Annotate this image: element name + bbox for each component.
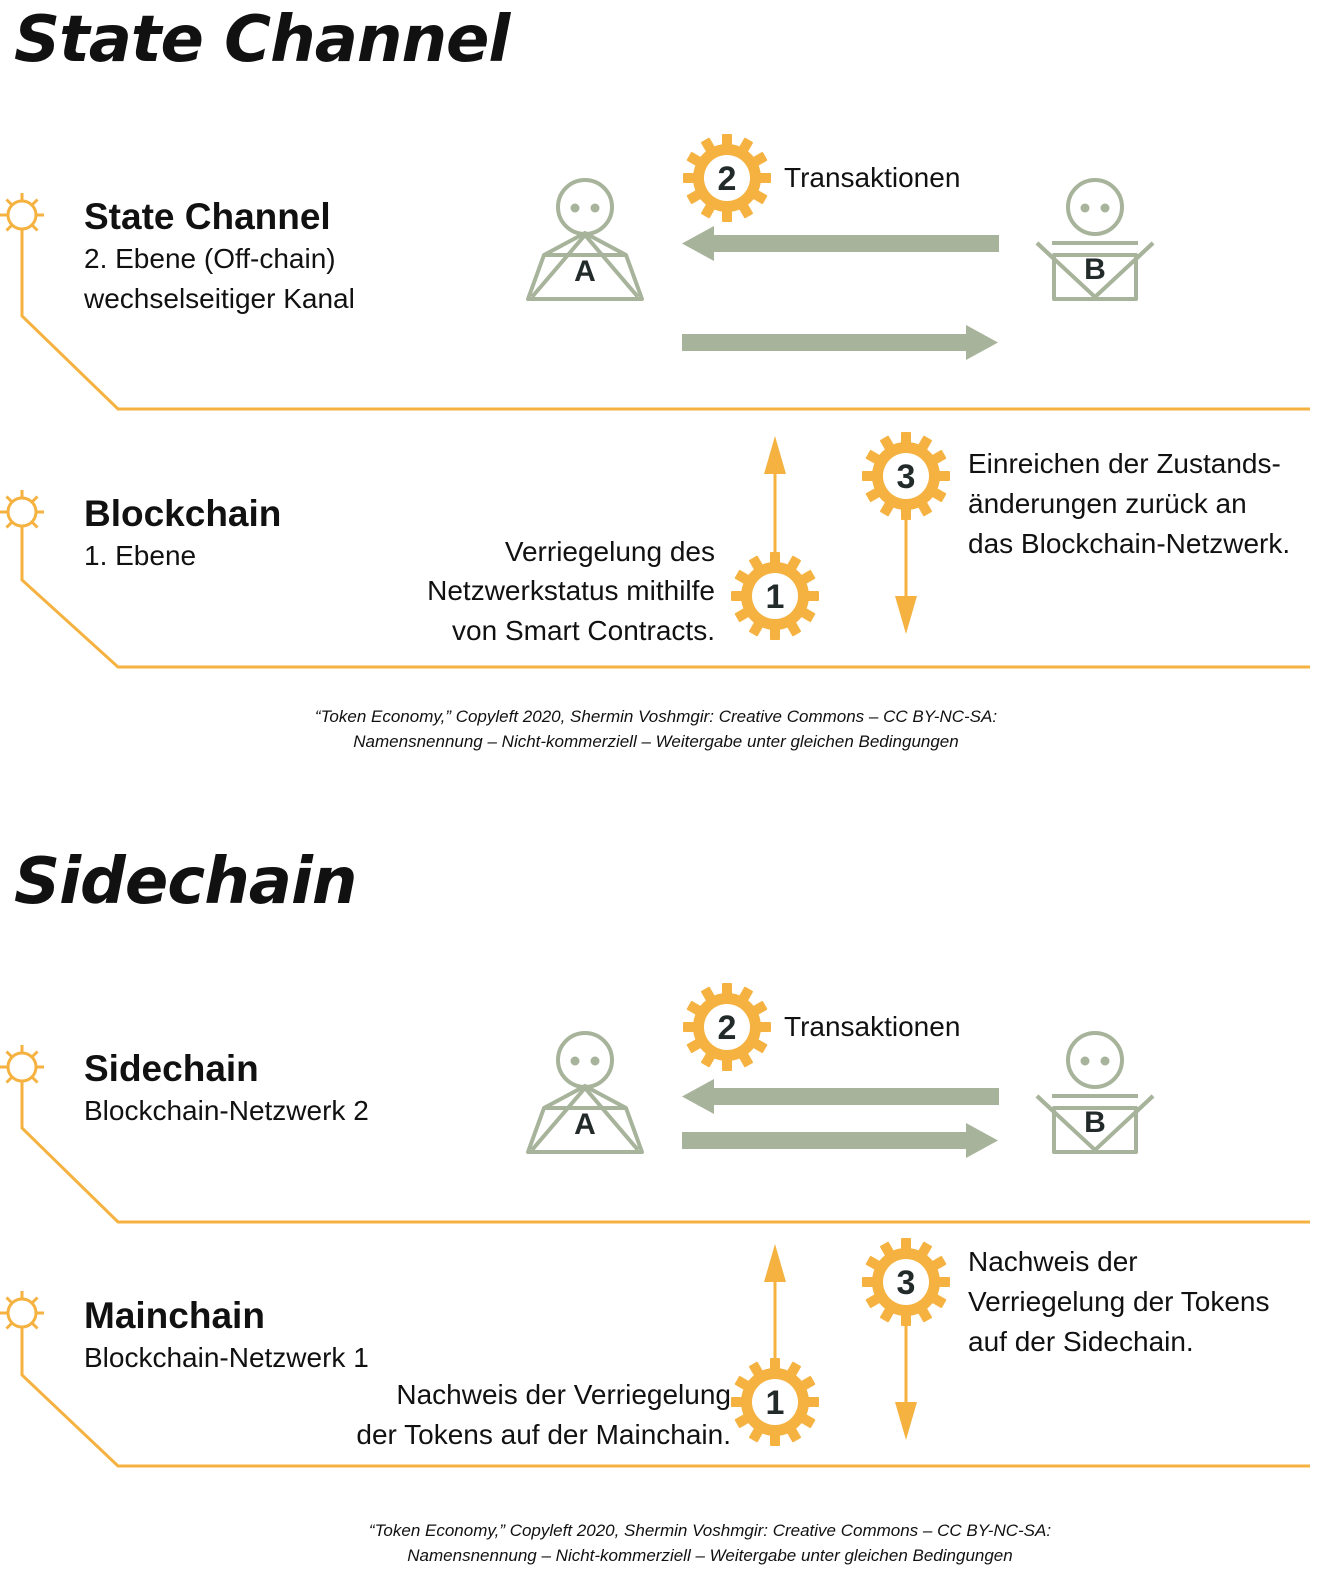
state-channel-step1-line1: Verriegelung des	[504, 536, 715, 567]
state-channel-step3-line3: das Blockchain-Netzwerk.	[968, 528, 1291, 559]
state-channel-upper-line2: wechselseitiger Kanal	[84, 283, 355, 314]
sidechain-step2-label: Transaktionen	[784, 1011, 961, 1042]
sidechain-step3-line1: Nachweis der	[968, 1246, 1138, 1277]
state-channel-arrow-right-icon	[682, 325, 998, 360]
state-channel-step2-label: Transaktionen	[784, 162, 961, 193]
sidechain-upper-line1: Blockchain-Netzwerk 2	[84, 1095, 369, 1126]
state-channel-title: State Channel	[14, 3, 510, 77]
state-channel-step1-line2: Netzwerkstatus mithilfe	[427, 575, 715, 606]
sidechain-upper-heading: Sidechain	[84, 1048, 259, 1089]
sidechain-credit-line1: “Token Economy,” Copyleft 2020, Shermin …	[368, 1521, 1052, 1540]
sidechain-timeline-upper	[0, 1043, 1310, 1224]
sidechain-step3-line3: auf der Sidechain.	[968, 1326, 1194, 1357]
state-channel-step3-line2: änderungen zurück an	[968, 488, 1247, 519]
state-channel-up-arrow-icon	[764, 436, 786, 560]
state-channel-credit-line2: Namensnennung – Nicht-kommerziell – Weit…	[353, 732, 959, 751]
sidechain-arrow-left-icon	[682, 1079, 999, 1114]
sidechain-down-arrow-icon	[895, 1322, 917, 1440]
sidechain-timeline-lower	[0, 1289, 1310, 1468]
sidechain-step3-line2: Verriegelung der Tokens	[968, 1286, 1270, 1317]
state-channel-step1-number: 1	[766, 578, 785, 616]
sidechain-up-arrow-icon	[764, 1244, 786, 1365]
state-channel-actor-b-label: B	[1084, 253, 1106, 286]
sidechain-actor-a-label: A	[574, 1108, 596, 1141]
sidechain-step2-number: 2	[718, 1009, 737, 1047]
sidechain-step1-line2: der Tokens auf der Mainchain.	[356, 1419, 731, 1450]
state-channel-step3-number: 3	[897, 458, 916, 496]
state-channel-arrow-left-icon	[682, 226, 999, 261]
state-channel-upper-line1: 2. Ebene (Off-chain)	[84, 243, 336, 274]
state-channel-lower-heading: Blockchain	[84, 493, 282, 534]
sidechain-step1-line1: Nachweis der Verriegelung	[396, 1379, 731, 1410]
sidechain-lower-line1: Blockchain-Netzwerk 1	[84, 1342, 369, 1373]
state-channel-upper-heading: State Channel	[84, 196, 331, 237]
sidechain-credit-line2: Namensnennung – Nicht-kommerziell – Weit…	[407, 1546, 1013, 1565]
state-channel-step2-number: 2	[718, 160, 737, 198]
sidechain-lower-heading: Mainchain	[84, 1295, 265, 1336]
state-channel-actor-a-label: A	[574, 255, 596, 288]
state-channel-credit-line1: “Token Economy,” Copyleft 2020, Shermin …	[314, 707, 998, 726]
sidechain-arrow-right-icon	[682, 1123, 998, 1158]
state-channel-down-arrow-icon	[895, 515, 917, 634]
sidechain-step3-number: 3	[897, 1264, 916, 1302]
sidechain-title: Sidechain	[14, 845, 357, 919]
state-channel-step3-line1: Einreichen der Zustands-	[968, 448, 1281, 479]
state-channel-timeline-lower	[0, 488, 1310, 669]
sidechain-actor-b-label: B	[1084, 1106, 1106, 1139]
state-channel-timeline-upper	[0, 191, 1310, 411]
state-channel-step1-line3: von Smart Contracts.	[452, 615, 715, 646]
state-channel-lower-line1: 1. Ebene	[84, 540, 197, 571]
sidechain-step1-number: 1	[766, 1384, 785, 1422]
